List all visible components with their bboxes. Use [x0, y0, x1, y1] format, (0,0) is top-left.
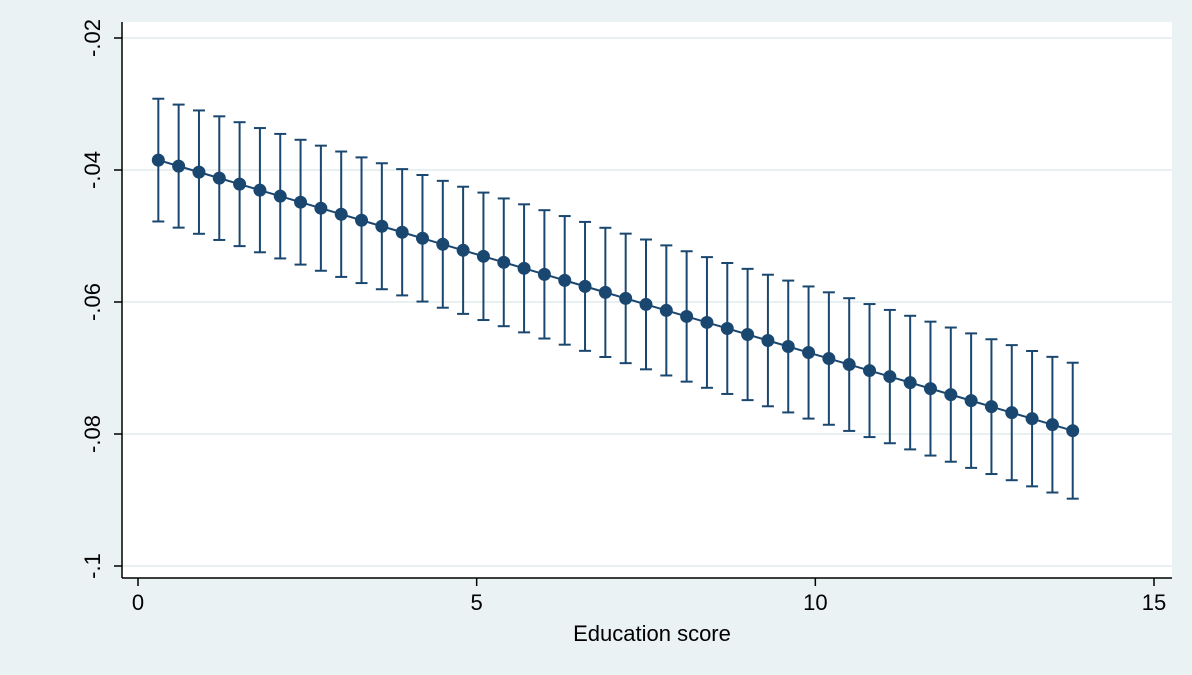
data-point — [842, 358, 856, 372]
data-point — [700, 315, 714, 329]
data-point — [314, 201, 328, 215]
data-point — [863, 364, 877, 378]
data-point — [1045, 418, 1059, 432]
data-point — [639, 297, 653, 311]
axes: -.1 -.08 -.06 -.04 -.02 0 5 10 15 — [80, 19, 1172, 615]
connecting-line — [158, 159, 1074, 432]
data-point — [761, 334, 775, 347]
y-tick-label: -.08 — [80, 415, 105, 453]
data-point — [964, 394, 978, 408]
data-point — [233, 177, 247, 191]
data-point — [984, 400, 998, 414]
data-point — [355, 213, 369, 227]
data-point — [476, 249, 490, 263]
data-point — [741, 327, 755, 341]
x-axis-label: Education score — [573, 621, 731, 646]
x-tick-label: 0 — [132, 590, 144, 615]
data-point — [395, 225, 409, 239]
data-point — [680, 309, 694, 323]
data-point — [273, 189, 287, 203]
data-point — [375, 219, 389, 233]
data-point — [192, 165, 206, 179]
data-point — [537, 267, 551, 281]
data-point — [172, 159, 186, 173]
data-point — [517, 261, 531, 275]
data-point — [436, 237, 450, 251]
data-point — [578, 279, 592, 293]
data-point — [456, 243, 470, 257]
data-point — [883, 370, 897, 384]
data-point — [558, 273, 572, 287]
y-tick-label: -.04 — [80, 151, 105, 189]
x-tick-label: 5 — [471, 590, 483, 615]
data-point — [720, 321, 734, 335]
y-tick-label: -.06 — [80, 283, 105, 321]
data-point — [1005, 406, 1019, 420]
data-point — [822, 352, 836, 366]
data-point — [781, 340, 795, 354]
data-point — [903, 376, 917, 390]
data-point — [598, 285, 612, 299]
data-point — [659, 303, 673, 317]
data-point — [415, 231, 429, 245]
y-tick-label: -.02 — [80, 19, 105, 57]
data-point — [212, 171, 226, 185]
data-point — [253, 183, 267, 197]
data-point — [294, 195, 308, 209]
data-point — [1066, 424, 1080, 438]
data-point — [497, 255, 511, 269]
data-point — [334, 207, 348, 221]
data-points — [151, 153, 1080, 438]
series-line — [158, 159, 1074, 432]
y-tick-label: -.1 — [80, 553, 105, 579]
data-point — [619, 291, 633, 305]
data-point — [802, 346, 816, 360]
data-point — [1025, 412, 1039, 426]
data-point — [944, 388, 958, 402]
data-point — [151, 153, 165, 167]
x-tick-label: 15 — [1142, 590, 1166, 615]
x-tick-label: 10 — [803, 590, 827, 615]
data-point — [923, 382, 937, 396]
